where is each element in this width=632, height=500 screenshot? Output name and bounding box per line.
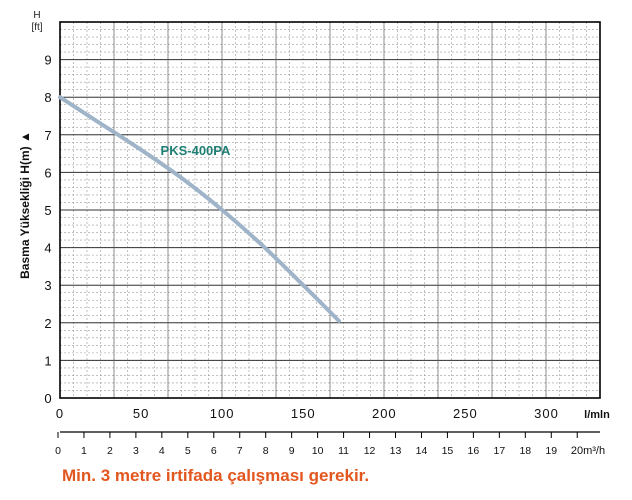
y-tick-label: 9 — [44, 53, 51, 68]
x-tick-label-secondary: 9 — [289, 445, 295, 457]
pks-400pa-curve — [58, 95, 341, 323]
x-tick-label-secondary: 18 — [519, 445, 531, 457]
x-axis-unit-secondary: 20m³/h — [571, 445, 605, 457]
y-axis-title: Basma Yüksekliği H(m) ▲ — [18, 131, 32, 279]
y-tick-label: 6 — [44, 165, 51, 180]
x-tick-label-secondary: 19 — [545, 445, 557, 457]
x-axis-unit-primary: l/mln — [584, 409, 610, 421]
x-tick-label-secondary: 8 — [263, 445, 269, 457]
x-tick-label-secondary: 17 — [494, 445, 506, 457]
x-tick-label-primary: 150 — [291, 406, 316, 421]
y-tick-label: 8 — [44, 90, 51, 105]
x-tick-label-secondary: 3 — [133, 445, 139, 457]
x-tick-labels-secondary: 0 1 2 3 4 5 6 7 8 9 10 11 12 13 14 15 16 17 18 19 — [55, 445, 557, 457]
y-tick-labels: 0 1 2 3 4 5 6 7 8 9 — [44, 53, 51, 406]
x-tick-label-secondary: 11 — [338, 445, 349, 457]
y-tick-label: 0 — [44, 391, 51, 406]
x-tick-label-secondary: 6 — [211, 445, 217, 457]
x-tick-labels-primary: 0 50 100 150 200 250 300 — [56, 406, 559, 421]
x-tick-label-secondary: 15 — [442, 445, 454, 457]
x-tick-label-primary: 100 — [210, 406, 235, 421]
x-tick-label-secondary: 4 — [159, 445, 165, 457]
major-grid — [60, 22, 600, 398]
x-tick-label-primary: 250 — [453, 406, 478, 421]
y-tick-label: 2 — [44, 316, 51, 331]
plot-frame — [59, 21, 601, 399]
x-tick-label-secondary: 0 — [55, 445, 61, 457]
x-tick-label-primary: 50 — [133, 406, 149, 421]
y-tick-label: 3 — [44, 278, 51, 293]
x-tick-label-secondary: 13 — [390, 445, 402, 457]
y-tick-label: 4 — [44, 241, 51, 256]
x-tick-label-primary: 300 — [534, 406, 559, 421]
x-tick-label-primary: 200 — [372, 406, 397, 421]
x-tick-label-secondary: 12 — [364, 445, 376, 457]
x-tick-label-secondary: 10 — [312, 445, 324, 457]
x-tick-label-secondary: 16 — [468, 445, 480, 457]
x-tick-label-secondary: 5 — [185, 445, 191, 457]
y-tick-label: 7 — [44, 128, 51, 143]
x-tick-label-secondary: 14 — [416, 445, 428, 457]
y2-label-h: H — [33, 10, 40, 21]
x-tick-label-secondary: 1 — [81, 445, 87, 457]
y-tick-label: 1 — [44, 353, 51, 368]
x-tick-label-primary: 0 — [56, 406, 64, 421]
secondary-axis-ticks — [57, 432, 578, 438]
footer-note: Min. 3 metre irtifada çalışması gerekir. — [62, 466, 370, 485]
series-label-pks-400pa: PKS-400PA — [161, 143, 231, 158]
x-tick-label-secondary: 2 — [107, 445, 113, 457]
y2-label-unit: [ft] — [31, 22, 42, 33]
x-tick-label-secondary: 7 — [237, 445, 243, 457]
y-tick-label: 5 — [44, 203, 51, 218]
